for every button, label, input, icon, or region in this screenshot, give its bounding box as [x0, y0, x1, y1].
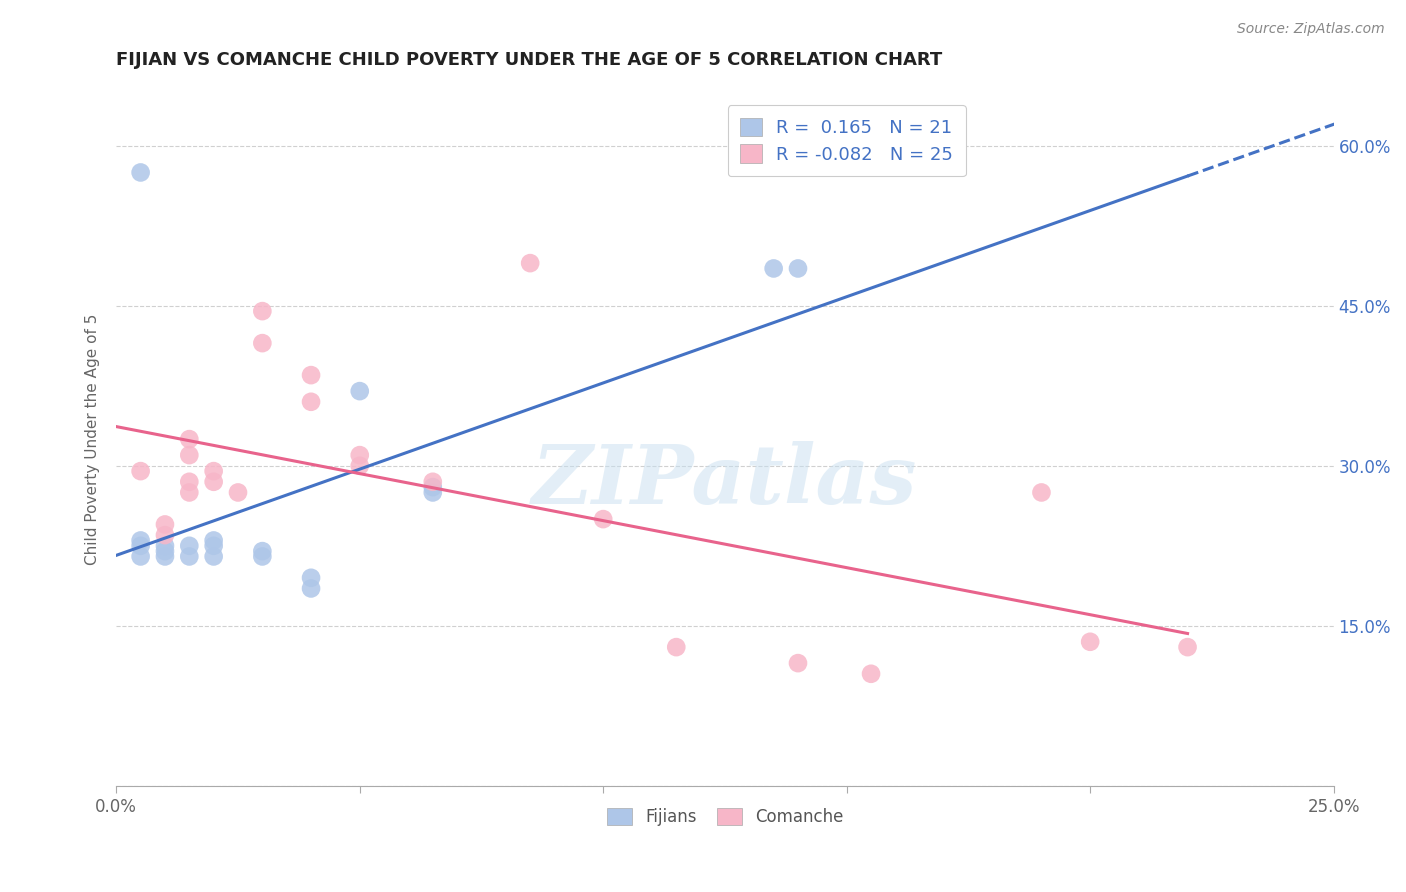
Point: [153, 517, 176, 532]
Y-axis label: Child Poverty Under the Age of 5: Child Poverty Under the Age of 5: [86, 313, 100, 565]
Point: [153, 528, 176, 542]
Point: [299, 394, 322, 409]
Point: [153, 544, 176, 558]
Point: [252, 336, 274, 351]
Point: [179, 485, 201, 500]
Point: [787, 656, 810, 670]
Point: [860, 666, 883, 681]
Point: [202, 475, 225, 489]
Point: [129, 549, 152, 564]
Point: [179, 539, 201, 553]
Point: [252, 544, 274, 558]
Point: [1031, 485, 1053, 500]
Point: [349, 458, 371, 473]
Point: [252, 549, 274, 564]
Point: [179, 549, 201, 564]
Text: Source: ZipAtlas.com: Source: ZipAtlas.com: [1237, 22, 1385, 37]
Point: [202, 549, 225, 564]
Point: [762, 261, 785, 276]
Point: [179, 448, 201, 462]
Point: [422, 485, 444, 500]
Text: FIJIAN VS COMANCHE CHILD POVERTY UNDER THE AGE OF 5 CORRELATION CHART: FIJIAN VS COMANCHE CHILD POVERTY UNDER T…: [117, 51, 942, 69]
Point: [153, 549, 176, 564]
Point: [129, 533, 152, 548]
Text: ZIPatlas: ZIPatlas: [533, 441, 918, 521]
Point: [129, 165, 152, 179]
Point: [179, 432, 201, 446]
Point: [202, 539, 225, 553]
Point: [519, 256, 541, 270]
Point: [1078, 634, 1101, 648]
Point: [422, 480, 444, 494]
Point: [592, 512, 614, 526]
Point: [422, 475, 444, 489]
Point: [299, 571, 322, 585]
Point: [349, 384, 371, 398]
Point: [1177, 640, 1199, 654]
Point: [349, 448, 371, 462]
Point: [202, 464, 225, 478]
Legend: Fijians, Comanche: Fijians, Comanche: [600, 801, 849, 833]
Point: [202, 533, 225, 548]
Point: [665, 640, 688, 654]
Point: [129, 464, 152, 478]
Point: [252, 304, 274, 318]
Point: [226, 485, 249, 500]
Point: [787, 261, 810, 276]
Point: [179, 475, 201, 489]
Point: [153, 539, 176, 553]
Point: [299, 368, 322, 383]
Point: [129, 539, 152, 553]
Point: [299, 582, 322, 596]
